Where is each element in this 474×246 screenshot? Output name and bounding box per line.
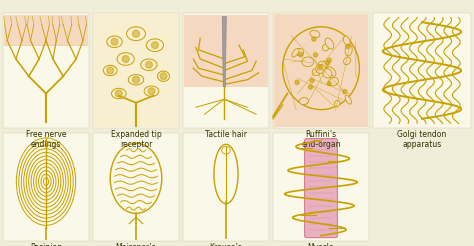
Bar <box>94 14 178 127</box>
Circle shape <box>327 81 331 86</box>
Circle shape <box>319 65 323 70</box>
Circle shape <box>295 80 299 84</box>
Ellipse shape <box>325 38 334 49</box>
Ellipse shape <box>327 67 336 76</box>
Circle shape <box>107 67 114 74</box>
Ellipse shape <box>146 39 164 51</box>
Ellipse shape <box>292 48 299 57</box>
Text: Expanded tip
receptor: Expanded tip receptor <box>110 130 161 149</box>
Text: Golgi tendon
apparatus: Golgi tendon apparatus <box>397 130 447 149</box>
Circle shape <box>146 61 152 68</box>
Circle shape <box>160 73 167 80</box>
Ellipse shape <box>117 53 134 65</box>
Ellipse shape <box>141 59 157 71</box>
Ellipse shape <box>316 64 325 73</box>
Text: Muscle
spindle: Muscle spindle <box>307 243 335 246</box>
Ellipse shape <box>111 88 126 99</box>
Circle shape <box>152 42 158 49</box>
Bar <box>184 15 268 88</box>
Ellipse shape <box>328 77 338 86</box>
Bar <box>183 133 269 241</box>
Polygon shape <box>222 16 226 87</box>
Circle shape <box>133 30 139 37</box>
Ellipse shape <box>345 95 352 104</box>
Text: Free nerve
endings: Free nerve endings <box>26 130 66 149</box>
Ellipse shape <box>322 45 328 51</box>
Circle shape <box>326 61 329 65</box>
Ellipse shape <box>323 69 332 78</box>
Ellipse shape <box>127 27 146 41</box>
Circle shape <box>310 78 314 83</box>
Circle shape <box>111 38 118 45</box>
Ellipse shape <box>312 68 320 76</box>
Circle shape <box>313 53 318 57</box>
Bar <box>93 133 179 241</box>
Ellipse shape <box>144 86 159 96</box>
Circle shape <box>299 52 303 57</box>
Circle shape <box>327 58 331 62</box>
Bar <box>184 87 268 127</box>
Ellipse shape <box>283 27 359 110</box>
Ellipse shape <box>157 71 170 81</box>
Ellipse shape <box>128 75 144 85</box>
Bar <box>93 13 179 128</box>
Ellipse shape <box>334 100 340 107</box>
FancyBboxPatch shape <box>305 138 337 238</box>
Text: Tactile hair: Tactile hair <box>205 130 247 139</box>
Bar <box>4 15 88 45</box>
Text: Meissner’s
corpuscle: Meissner’s corpuscle <box>116 243 156 246</box>
Ellipse shape <box>310 31 320 38</box>
Ellipse shape <box>301 57 314 66</box>
Ellipse shape <box>345 45 352 56</box>
Ellipse shape <box>299 98 309 105</box>
Bar <box>373 13 471 128</box>
Circle shape <box>133 76 139 83</box>
Bar <box>3 133 89 241</box>
Circle shape <box>148 88 155 95</box>
Text: Krause’s
corpuscle: Krause’s corpuscle <box>208 243 245 246</box>
Circle shape <box>343 90 347 94</box>
Bar <box>274 14 368 127</box>
Bar <box>183 13 269 128</box>
Circle shape <box>115 90 122 97</box>
Ellipse shape <box>318 61 327 70</box>
Circle shape <box>312 37 316 41</box>
Circle shape <box>122 56 129 62</box>
Circle shape <box>308 85 312 89</box>
Text: Ruffini’s
end-organ: Ruffini’s end-organ <box>301 130 341 149</box>
Circle shape <box>346 44 350 48</box>
Bar <box>273 133 369 241</box>
Text: Pacinian
corpuscle: Pacinian corpuscle <box>27 243 64 246</box>
Ellipse shape <box>107 36 122 47</box>
Ellipse shape <box>344 57 351 64</box>
Ellipse shape <box>103 65 117 76</box>
Ellipse shape <box>343 36 350 46</box>
Bar <box>3 13 89 128</box>
Ellipse shape <box>296 48 303 56</box>
Bar <box>273 13 369 128</box>
